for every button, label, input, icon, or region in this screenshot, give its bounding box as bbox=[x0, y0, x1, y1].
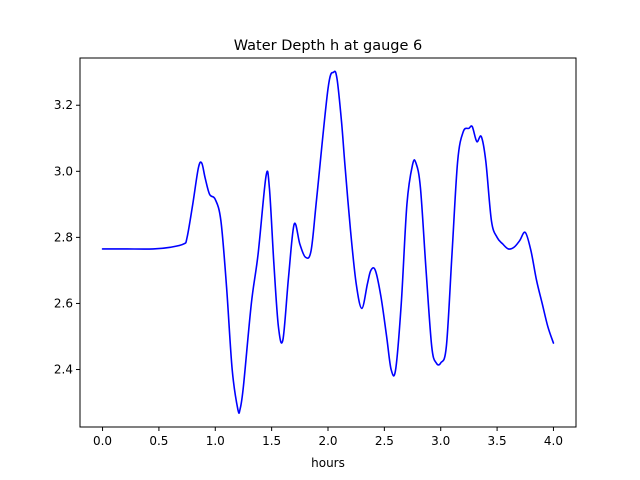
y-tick-label: 3.0 bbox=[54, 164, 73, 178]
x-axis-label: hours bbox=[311, 456, 345, 470]
x-tick-label: 1.5 bbox=[262, 434, 281, 448]
x-tick-label: 3.0 bbox=[431, 434, 450, 448]
y-tick-label: 2.4 bbox=[54, 363, 73, 377]
y-tick-label: 2.6 bbox=[54, 296, 73, 310]
y-tick-label: 3.2 bbox=[54, 98, 73, 112]
x-tick-label: 2.0 bbox=[318, 434, 337, 448]
x-tick-label: 1.0 bbox=[206, 434, 225, 448]
x-tick-label: 0.5 bbox=[149, 434, 168, 448]
series-line-0 bbox=[101, 70, 555, 414]
x-tick-label: 0.0 bbox=[93, 434, 112, 448]
x-tick-label: 3.5 bbox=[488, 434, 507, 448]
y-tick-label: 2.8 bbox=[54, 230, 73, 244]
axes: 0.0 0.5 1.0 1.5 2.0 2.5 3.0 3.5 4.0 2.4 2.6 2.8 3.0 3… bbox=[54, 57, 577, 448]
x-tick-label: 4.0 bbox=[544, 434, 563, 448]
chart-title: Water Depth h at gauge 6 bbox=[234, 38, 422, 54]
x-tick-label: 2.5 bbox=[375, 434, 394, 448]
plot-area bbox=[101, 70, 555, 414]
